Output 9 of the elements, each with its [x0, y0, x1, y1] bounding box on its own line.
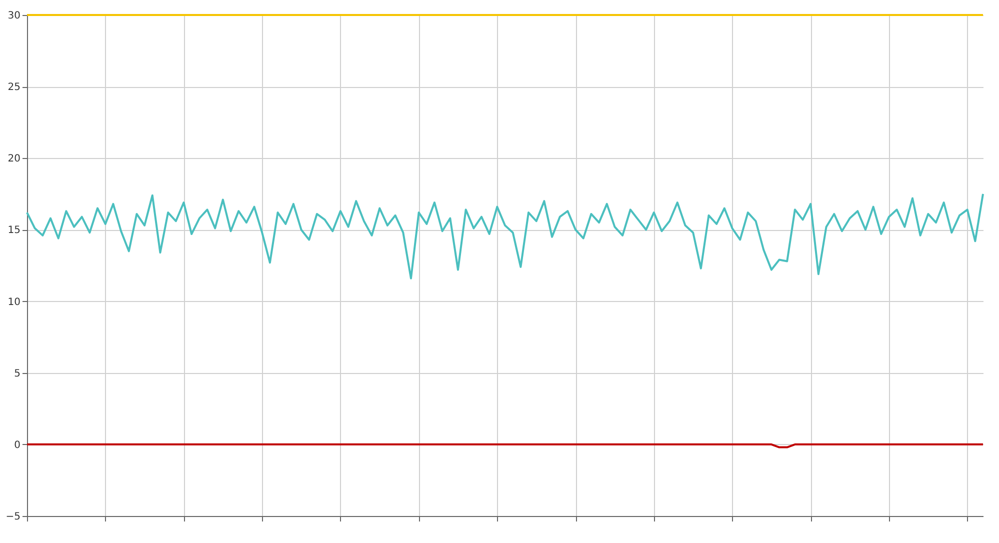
- y-tick-label: 30: [8, 10, 20, 22]
- y-tick-label: 5: [14, 368, 20, 380]
- y-tick-label: 10: [8, 296, 20, 308]
- y-tick-label: −5: [6, 512, 20, 522]
- y-tick-label: 20: [8, 154, 20, 165]
- line-series: [26, 192, 984, 280]
- y-tick-label: 25: [8, 82, 20, 94]
- y-tick-label: 0: [14, 440, 20, 451]
- y-tick-label: 15: [8, 225, 20, 236]
